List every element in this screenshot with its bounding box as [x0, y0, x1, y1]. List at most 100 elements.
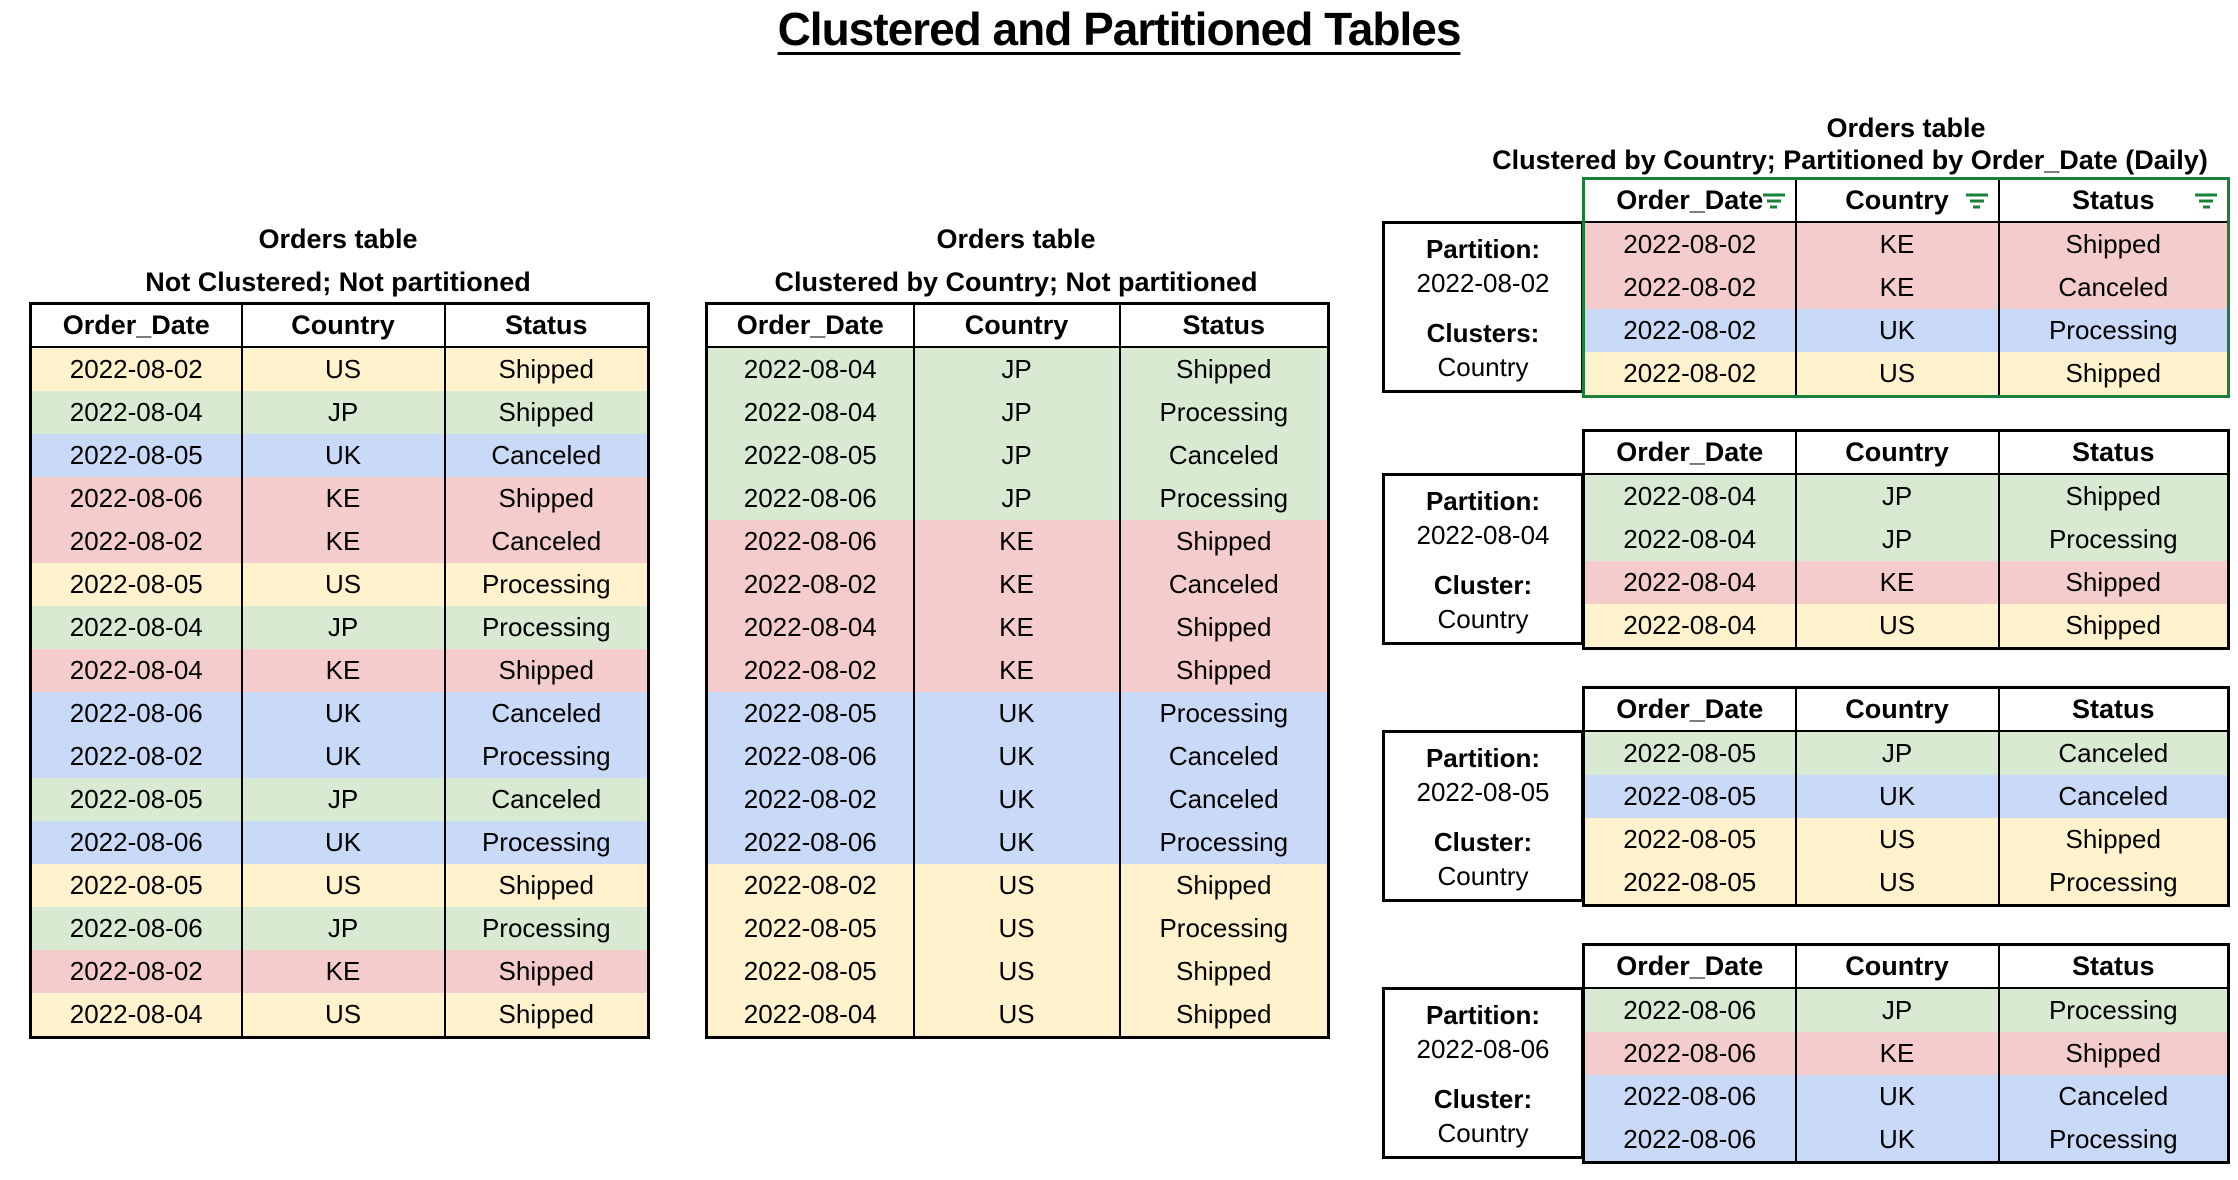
cell-status: Processing: [443, 606, 649, 649]
cell-country: UK: [912, 821, 1120, 864]
column-header-order-date: Order_Date: [1583, 687, 1796, 732]
cell-order-date: 2022-08-05: [1583, 775, 1796, 818]
table-row: 2022-08-05 JP Canceled: [706, 434, 1329, 477]
table-row: 2022-08-06 JP Processing: [706, 477, 1329, 520]
table-row: 2022-08-02 US Shipped: [30, 347, 649, 391]
cell-country: US: [912, 907, 1120, 950]
cell-country: KE: [1794, 561, 1999, 604]
cell-status: Canceled: [1997, 266, 2229, 309]
column-header-status: Status: [1997, 687, 2229, 732]
cell-country: UK: [1794, 309, 1999, 352]
cell-status: Canceled: [1118, 778, 1329, 821]
table-title: Orders table: [936, 224, 1096, 254]
cell-country: KE: [912, 563, 1120, 606]
cell-country: US: [1794, 352, 1999, 397]
cell-status: Shipped: [443, 391, 649, 434]
cell-status: Shipped: [443, 993, 649, 1038]
cell-order-date: 2022-08-02: [706, 864, 914, 907]
cell-order-date: 2022-08-06: [1583, 1075, 1796, 1118]
partition-block-2022-08-04: Partition: 2022-08-04 Cluster: Country O…: [1382, 429, 2230, 650]
cell-status: Shipped: [1997, 818, 2229, 861]
column-header-order-date: Order_Date: [706, 303, 914, 348]
cell-status: Canceled: [1118, 563, 1329, 606]
partition-label-box: Partition: 2022-08-04 Cluster: Country: [1382, 473, 1584, 645]
cell-status: Processing: [1118, 907, 1329, 950]
cell-status: Shipped: [443, 864, 649, 907]
cell-status: Shipped: [1997, 474, 2229, 518]
table-row: 2022-08-04 US Shipped: [1583, 604, 2229, 649]
cell-order-date: 2022-08-02: [30, 520, 242, 563]
cell-status: Processing: [443, 907, 649, 950]
header-row: Order_Date Country Status: [1583, 944, 2229, 989]
column-header-order-date: Order_Date: [1583, 178, 1796, 223]
cell-country: KE: [240, 520, 445, 563]
column-header-country: Country: [912, 303, 1120, 348]
cell-status: Shipped: [1118, 347, 1329, 391]
orders-table-unclustered: Order_Date Country Status 2022-08-02 US …: [29, 302, 650, 1039]
table-row: 2022-08-05 UK Canceled: [1583, 775, 2229, 818]
cell-country: JP: [912, 347, 1120, 391]
cluster-label: Cluster:: [1433, 570, 1533, 600]
cell-status: Canceled: [443, 434, 649, 477]
partition-value: 2022-08-05: [1416, 777, 1550, 807]
filter-icon[interactable]: [1965, 193, 1988, 208]
cell-order-date: 2022-08-02: [30, 735, 242, 778]
cell-order-date: 2022-08-05: [1583, 731, 1796, 775]
cell-order-date: 2022-08-02: [1583, 309, 1796, 352]
cell-country: UK: [912, 692, 1120, 735]
cell-country: UK: [240, 821, 445, 864]
table-subtitle: Not Clustered; Not partitioned: [145, 267, 531, 297]
partition-label-box: Partition: 2022-08-02 Clusters: Country: [1382, 221, 1584, 393]
table-row: 2022-08-02 KE Shipped: [30, 950, 649, 993]
cell-country: KE: [1794, 266, 1999, 309]
table-row: 2022-08-02 UK Processing: [1583, 309, 2229, 352]
table-row: 2022-08-02 KE Shipped: [1583, 222, 2229, 266]
cell-order-date: 2022-08-04: [30, 993, 242, 1038]
cell-country: KE: [1794, 1032, 1999, 1075]
filter-icon[interactable]: [1762, 193, 1785, 208]
table-row: 2022-08-02 KE Shipped: [706, 649, 1329, 692]
filter-icon[interactable]: [2195, 193, 2217, 208]
orders-table-partition-2022-08-04: Order_Date Country Status 2022-08-04 JP …: [1582, 429, 2230, 650]
cell-status: Processing: [1997, 518, 2229, 561]
partition-label-box: Partition: 2022-08-05 Cluster: Country: [1382, 730, 1584, 902]
column-header-order-date: Order_Date: [1583, 944, 1796, 989]
table-row: 2022-08-04 KE Shipped: [706, 606, 1329, 649]
cell-status: Shipped: [1118, 993, 1329, 1038]
cell-country: UK: [240, 692, 445, 735]
cell-status: Processing: [1118, 692, 1329, 735]
table-row: 2022-08-04 JP Processing: [30, 606, 649, 649]
column-header-country: Country: [1794, 430, 1999, 475]
cell-order-date: 2022-08-05: [706, 434, 914, 477]
cell-status: Canceled: [443, 692, 649, 735]
cell-order-date: 2022-08-06: [1583, 1032, 1796, 1075]
cell-country: US: [1794, 818, 1999, 861]
cell-country: JP: [912, 477, 1120, 520]
cell-order-date: 2022-08-06: [706, 735, 914, 778]
table-row: 2022-08-05 UK Canceled: [30, 434, 649, 477]
cell-order-date: 2022-08-02: [706, 649, 914, 692]
table-row: 2022-08-05 US Shipped: [1583, 818, 2229, 861]
table-row: 2022-08-06 UK Canceled: [706, 735, 1329, 778]
table-row: 2022-08-06 KE Shipped: [1583, 1032, 2229, 1075]
table-row: 2022-08-04 JP Shipped: [30, 391, 649, 434]
partition-value: 2022-08-02: [1416, 268, 1550, 298]
cell-order-date: 2022-08-02: [1583, 222, 1796, 266]
table-row: 2022-08-05 JP Canceled: [1583, 731, 2229, 775]
cell-country: US: [1794, 604, 1999, 649]
table-title: Orders table: [1826, 113, 1986, 143]
table-row: 2022-08-02 US Shipped: [1583, 352, 2229, 397]
orders-table-partition-2022-08-02: Order_Date Country Status: [1582, 177, 2230, 398]
cell-order-date: 2022-08-06: [30, 477, 242, 520]
table-row: 2022-08-02 KE Canceled: [706, 563, 1329, 606]
table-row: 2022-08-04 JP Shipped: [706, 347, 1329, 391]
table-row: 2022-08-05 US Processing: [706, 907, 1329, 950]
cluster-label: Cluster:: [1433, 827, 1533, 857]
cell-country: KE: [1794, 222, 1999, 266]
cell-status: Shipped: [1118, 520, 1329, 563]
cell-status: Shipped: [1118, 649, 1329, 692]
header-row: Order_Date Country Status: [30, 303, 649, 348]
header-row: Order_Date Country Status: [706, 303, 1329, 348]
cell-country: UK: [1794, 1118, 1999, 1163]
